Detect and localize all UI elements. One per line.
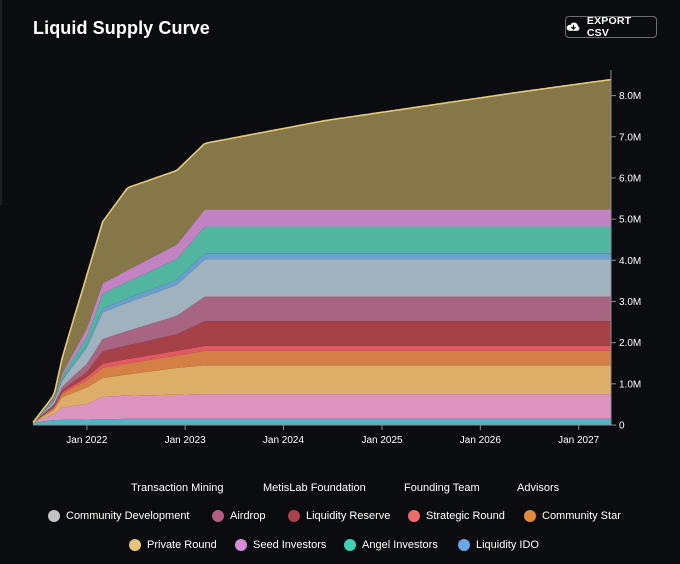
y-tick-label: 2.0M bbox=[619, 338, 641, 349]
area-airdrop-6 bbox=[33, 296, 611, 423]
legend-private-round[interactable]: Private Round bbox=[129, 539, 217, 551]
area-angel-investors-9 bbox=[33, 226, 611, 423]
legend-dot bbox=[48, 510, 60, 522]
top-line bbox=[32, 78, 612, 423]
legend-seed-investors[interactable]: Seed Investors bbox=[235, 539, 326, 551]
legend-dot bbox=[458, 539, 470, 551]
legend-liquidity-ido[interactable]: Liquidity IDO bbox=[458, 539, 539, 551]
cloud-download-icon bbox=[566, 22, 580, 31]
area-private-round-2 bbox=[33, 365, 611, 423]
x-tick-label: Jan 2022 bbox=[66, 435, 108, 446]
panel-edge bbox=[0, 0, 2, 205]
legend-dot bbox=[344, 539, 356, 551]
legend-label: Strategic Round bbox=[426, 510, 505, 522]
x-tick-label: Jan 2023 bbox=[165, 435, 207, 446]
y-tick-label: 3.0M bbox=[619, 297, 641, 308]
area-seed-investors-1 bbox=[33, 394, 611, 423]
area-community-star-3 bbox=[33, 350, 611, 423]
legend-dot bbox=[129, 539, 141, 551]
area-community-development-7 bbox=[33, 259, 611, 423]
y-tick-label: 4.0M bbox=[619, 256, 641, 267]
legend-label: Seed Investors bbox=[253, 539, 327, 551]
legend-airdrop[interactable]: Airdrop bbox=[212, 510, 265, 522]
legend-row-2: Community Development Airdrop Liquidity … bbox=[0, 510, 680, 528]
legend-label: Liquidity Reserve bbox=[306, 510, 391, 522]
area-liquidity-ido-0 bbox=[33, 418, 611, 425]
legend-dot bbox=[524, 510, 536, 522]
legend-dot bbox=[212, 510, 224, 522]
area-liquidity-reserve-5 bbox=[33, 321, 611, 423]
x-tick-label: Jan 2025 bbox=[361, 435, 403, 446]
legend-liquidity-reserve[interactable]: Liquidity Reserve bbox=[288, 510, 390, 522]
legend-text-row: Transaction Mining MetisLab Foundation F… bbox=[0, 482, 680, 498]
legend-community-star[interactable]: Community Star bbox=[524, 510, 621, 522]
legend-dot bbox=[408, 510, 420, 522]
legend-row-3: Private Round Seed Investors Angel Inves… bbox=[0, 539, 680, 557]
x-tick-label: Jan 2024 bbox=[263, 435, 305, 446]
legend-label: Community Development bbox=[66, 510, 190, 522]
x-tick-label: Jan 2027 bbox=[558, 435, 600, 446]
export-csv-button[interactable]: EXPORT CSV bbox=[565, 15, 657, 39]
legend-dot bbox=[235, 539, 247, 551]
legend-advisors[interactable]: Advisors bbox=[517, 482, 560, 494]
y-tick-label: 1.0M bbox=[619, 379, 641, 390]
legend-label: Community Star bbox=[542, 510, 621, 522]
legend-label: Liquidity IDO bbox=[476, 539, 539, 551]
y-tick-label: 6.0M bbox=[619, 173, 641, 184]
legend-label: Angel Investors bbox=[362, 539, 438, 551]
legend-label: Airdrop bbox=[230, 510, 266, 522]
legend-strategic-round[interactable]: Strategic Round bbox=[408, 510, 505, 522]
export-csv-label: EXPORT CSV bbox=[586, 15, 632, 39]
y-tick-label: 0 bbox=[619, 421, 625, 432]
legend-angel-investors[interactable]: Angel Investors bbox=[344, 539, 438, 551]
legend-founding-team[interactable]: Founding Team bbox=[404, 482, 480, 494]
x-tick-label: Jan 2026 bbox=[460, 435, 502, 446]
legend-community-development[interactable]: Community Development bbox=[48, 510, 190, 522]
y-tick-label: 5.0M bbox=[619, 215, 641, 226]
chart-title: Liquid Supply Curve bbox=[33, 18, 210, 38]
supply-area-chart: 0 1.0M 2.0M 3.0M 4.0M 5.0M 6.0M 7.0M 8.0M Jan 202… bbox=[32, 70, 641, 446]
legend-label: Private Round bbox=[147, 539, 217, 551]
legend-dot bbox=[288, 510, 300, 522]
y-tick-label: 7.0M bbox=[619, 132, 641, 143]
y-tick-label: 8.0M bbox=[619, 91, 641, 102]
legend-transaction-mining[interactable]: Transaction Mining bbox=[131, 482, 224, 494]
area-private-round-11 bbox=[33, 79, 611, 423]
legend-metislab-foundation[interactable]: MetisLab Foundation bbox=[263, 482, 366, 494]
